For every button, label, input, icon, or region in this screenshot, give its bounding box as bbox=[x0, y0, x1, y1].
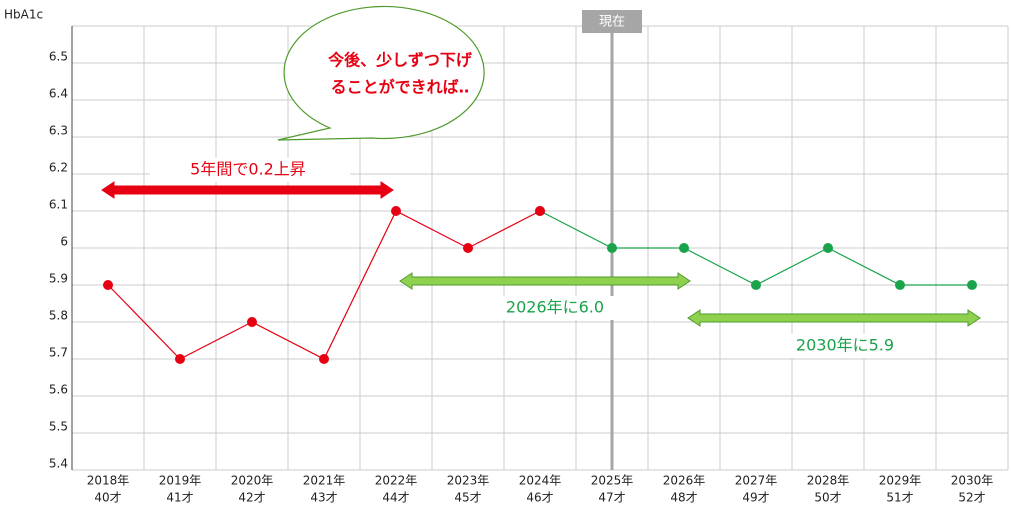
x-tick-sublabel: 48才 bbox=[670, 491, 697, 505]
callout-bubble bbox=[277, 5, 485, 141]
x-tick-sublabel: 40才 bbox=[94, 491, 121, 505]
y-tick-label: 5.7 bbox=[49, 346, 68, 360]
y-tick-label: 6.2 bbox=[49, 161, 68, 175]
y-tick-label: 5.9 bbox=[49, 272, 68, 286]
current-label: 現在 bbox=[599, 15, 625, 30]
y-tick-label: 6.3 bbox=[49, 124, 68, 138]
x-tick-label: 2022年 bbox=[375, 474, 418, 488]
x-tick-sublabel: 47才 bbox=[598, 491, 625, 505]
x-tick-label: 2026年 bbox=[663, 474, 706, 488]
point bbox=[607, 243, 617, 253]
point bbox=[319, 354, 329, 364]
y-tick-label: 5.8 bbox=[49, 309, 68, 323]
point bbox=[967, 280, 977, 290]
x-tick-label: 2019年 bbox=[159, 474, 202, 488]
x-tick-sublabel: 46才 bbox=[526, 491, 553, 505]
x-tick-sublabel: 43才 bbox=[310, 491, 337, 505]
point bbox=[175, 354, 185, 364]
point bbox=[679, 243, 689, 253]
annotation: 2030年に5.9 bbox=[796, 336, 894, 355]
x-tick-label: 2025年 bbox=[591, 474, 634, 488]
label-bg bbox=[150, 158, 350, 182]
x-tick-sublabel: 49才 bbox=[742, 491, 769, 505]
label-bg bbox=[780, 334, 910, 358]
x-tick-label: 2029年 bbox=[879, 474, 922, 488]
x-tick-label: 2027年 bbox=[735, 474, 778, 488]
y-tick-label: 6 bbox=[60, 235, 68, 249]
point bbox=[535, 206, 545, 216]
x-tick-sublabel: 44才 bbox=[382, 491, 409, 505]
y-axis-label: HbA1c bbox=[4, 8, 43, 22]
annotation: 5年間で0.2上昇 bbox=[190, 160, 306, 179]
x-tick-sublabel: 45才 bbox=[454, 491, 481, 505]
annotation: 2026年に6.0 bbox=[506, 298, 604, 317]
callout-text: ることができれば‥ bbox=[331, 78, 470, 97]
callout-text: 今後、少しずつ下げ bbox=[327, 51, 473, 70]
y-tick-label: 5.6 bbox=[49, 383, 68, 397]
label-bg bbox=[490, 296, 620, 320]
y-tick-label: 6.4 bbox=[49, 87, 68, 101]
x-tick-sublabel: 51才 bbox=[886, 491, 913, 505]
x-tick-label: 2030年 bbox=[951, 474, 994, 488]
green-arrow bbox=[399, 272, 691, 290]
x-tick-label: 2024年 bbox=[519, 474, 562, 488]
y-tick-label: 6.1 bbox=[49, 198, 68, 212]
x-tick-sublabel: 42才 bbox=[238, 491, 265, 505]
point bbox=[895, 280, 905, 290]
x-tick-sublabel: 41才 bbox=[166, 491, 193, 505]
x-tick-label: 2018年 bbox=[87, 474, 130, 488]
x-tick-sublabel: 50才 bbox=[814, 491, 841, 505]
point bbox=[247, 317, 257, 327]
y-tick-label: 5.4 bbox=[49, 457, 68, 471]
x-tick-label: 2028年 bbox=[807, 474, 850, 488]
x-tick-label: 2020年 bbox=[231, 474, 274, 488]
green-arrow bbox=[687, 309, 981, 327]
point bbox=[823, 243, 833, 253]
current-tag bbox=[582, 10, 642, 33]
x-tick-label: 2023年 bbox=[447, 474, 490, 488]
red-arrow bbox=[101, 181, 394, 199]
y-tick-label: 6.5 bbox=[49, 50, 68, 64]
point bbox=[463, 243, 473, 253]
point bbox=[751, 280, 761, 290]
point bbox=[391, 206, 401, 216]
x-tick-sublabel: 52才 bbox=[958, 491, 985, 505]
x-tick-label: 2021年 bbox=[303, 474, 346, 488]
y-tick-label: 5.5 bbox=[49, 420, 68, 434]
point bbox=[103, 280, 113, 290]
